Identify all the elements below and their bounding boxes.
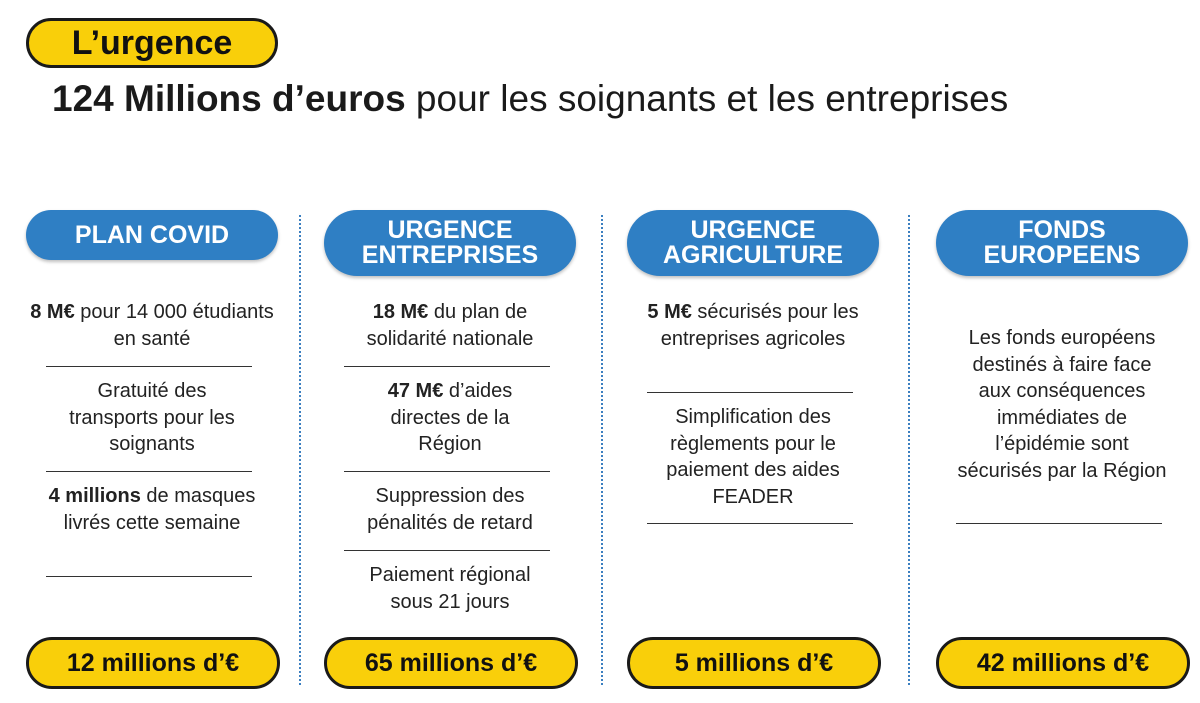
page-headline: 124 Millions d’euros pour les soignants … [52, 78, 1008, 120]
urgence-badge: L’urgence [26, 18, 278, 68]
column-title-line: AGRICULTURE [662, 241, 844, 269]
column-separator [299, 215, 301, 685]
item-text: sécurisés pour les entreprises agricoles [660, 301, 859, 350]
column-title-line: ENTREPRISES [361, 241, 539, 269]
list-item: Les fonds européens destinés à faire fac… [936, 325, 1188, 484]
column-total-badge: 42 millions d’€ [936, 637, 1190, 689]
headline-bold: 124 Millions d’euros [52, 78, 406, 119]
list-item: Paiement régional sous 21 jours [324, 562, 576, 615]
list-item: Simplification des règlements pour le pa… [627, 404, 879, 510]
list-item: 8 M€ pour 14 000 étudiants en santé [26, 299, 278, 352]
column-title-line: FONDS [1018, 216, 1106, 244]
item-divider [956, 523, 1162, 524]
column-urgence-entreprises: URGENCE ENTREPRISES 18 M€ du plan de soli… [324, 210, 578, 700]
column-total: 5 millions d’€ [674, 648, 834, 677]
item-text: de masques livrés cette semaine [63, 485, 256, 534]
item-divider [344, 550, 550, 551]
item-amount: 47 M€ [387, 380, 444, 402]
column-title-pill: FONDS EUROPEENS [936, 210, 1188, 276]
item-text: Simplification des règlements pour le pa… [666, 406, 840, 508]
item-divider [46, 366, 252, 367]
item-amount: 5 M€ [647, 301, 692, 323]
item-text: Suppression des pénalités de retard [367, 485, 533, 534]
column-title-pill: URGENCE ENTREPRISES [324, 210, 576, 276]
column-total-badge: 65 millions d’€ [324, 637, 578, 689]
list-item: 18 M€ du plan de solidarité nationale [324, 299, 576, 352]
column-urgence-agriculture: URGENCE AGRICULTURE 5 M€ sécurisés pour l… [627, 210, 881, 700]
item-text: Paiement régional sous 21 jours [369, 564, 531, 613]
item-text: d’aides directes de la Région [390, 380, 513, 455]
item-divider [647, 392, 853, 393]
column-title-line: URGENCE [387, 216, 513, 244]
column-separator [601, 215, 603, 685]
item-text: Les fonds européens destinés à faire fac… [957, 327, 1167, 482]
column-total: 65 millions d’€ [364, 648, 538, 677]
column-title-line: URGENCE [690, 216, 816, 244]
item-amount: 18 M€ [372, 301, 429, 323]
list-item: 4 millions de masques livrés cette semai… [26, 483, 278, 536]
item-amount: 4 millions [48, 485, 141, 507]
item-divider [46, 576, 252, 577]
item-text: Gratuité des transports pour les soignan… [69, 380, 235, 455]
column-total: 12 millions d’€ [66, 648, 240, 677]
column-total-badge: 5 millions d’€ [627, 637, 881, 689]
column-title-pill: URGENCE AGRICULTURE [627, 210, 879, 276]
item-divider [46, 471, 252, 472]
column-title-line: PLAN COVID [74, 220, 230, 249]
column-total-badge: 12 millions d’€ [26, 637, 280, 689]
item-divider [647, 523, 853, 524]
column-title-pill: PLAN COVID [26, 210, 278, 260]
item-amount: 8 M€ [30, 301, 75, 323]
item-divider [344, 366, 550, 367]
list-item: 47 M€ d’aides directes de la Région [324, 378, 576, 458]
headline-rest: pour les soignants et les entreprises [405, 78, 1009, 119]
list-item: 5 M€ sécurisés pour les entreprises agri… [627, 299, 879, 352]
item-text: du plan de solidarité nationale [366, 301, 534, 350]
badge-label: L’urgence [71, 23, 233, 62]
column-fonds-europeens: FONDS EUROPEENS Les fonds européens desti… [936, 210, 1190, 700]
item-text: pour 14 000 étudiants en santé [74, 301, 274, 350]
item-divider [344, 471, 550, 472]
column-total: 42 millions d’€ [976, 648, 1150, 677]
list-item: Suppression des pénalités de retard [324, 483, 576, 536]
column-plan-covid: PLAN COVID 8 M€ pour 14 000 étudiants en… [26, 210, 280, 700]
column-separator [908, 215, 910, 685]
list-item: Gratuité des transports pour les soignan… [26, 378, 278, 458]
column-title-line: EUROPEENS [983, 241, 1141, 269]
